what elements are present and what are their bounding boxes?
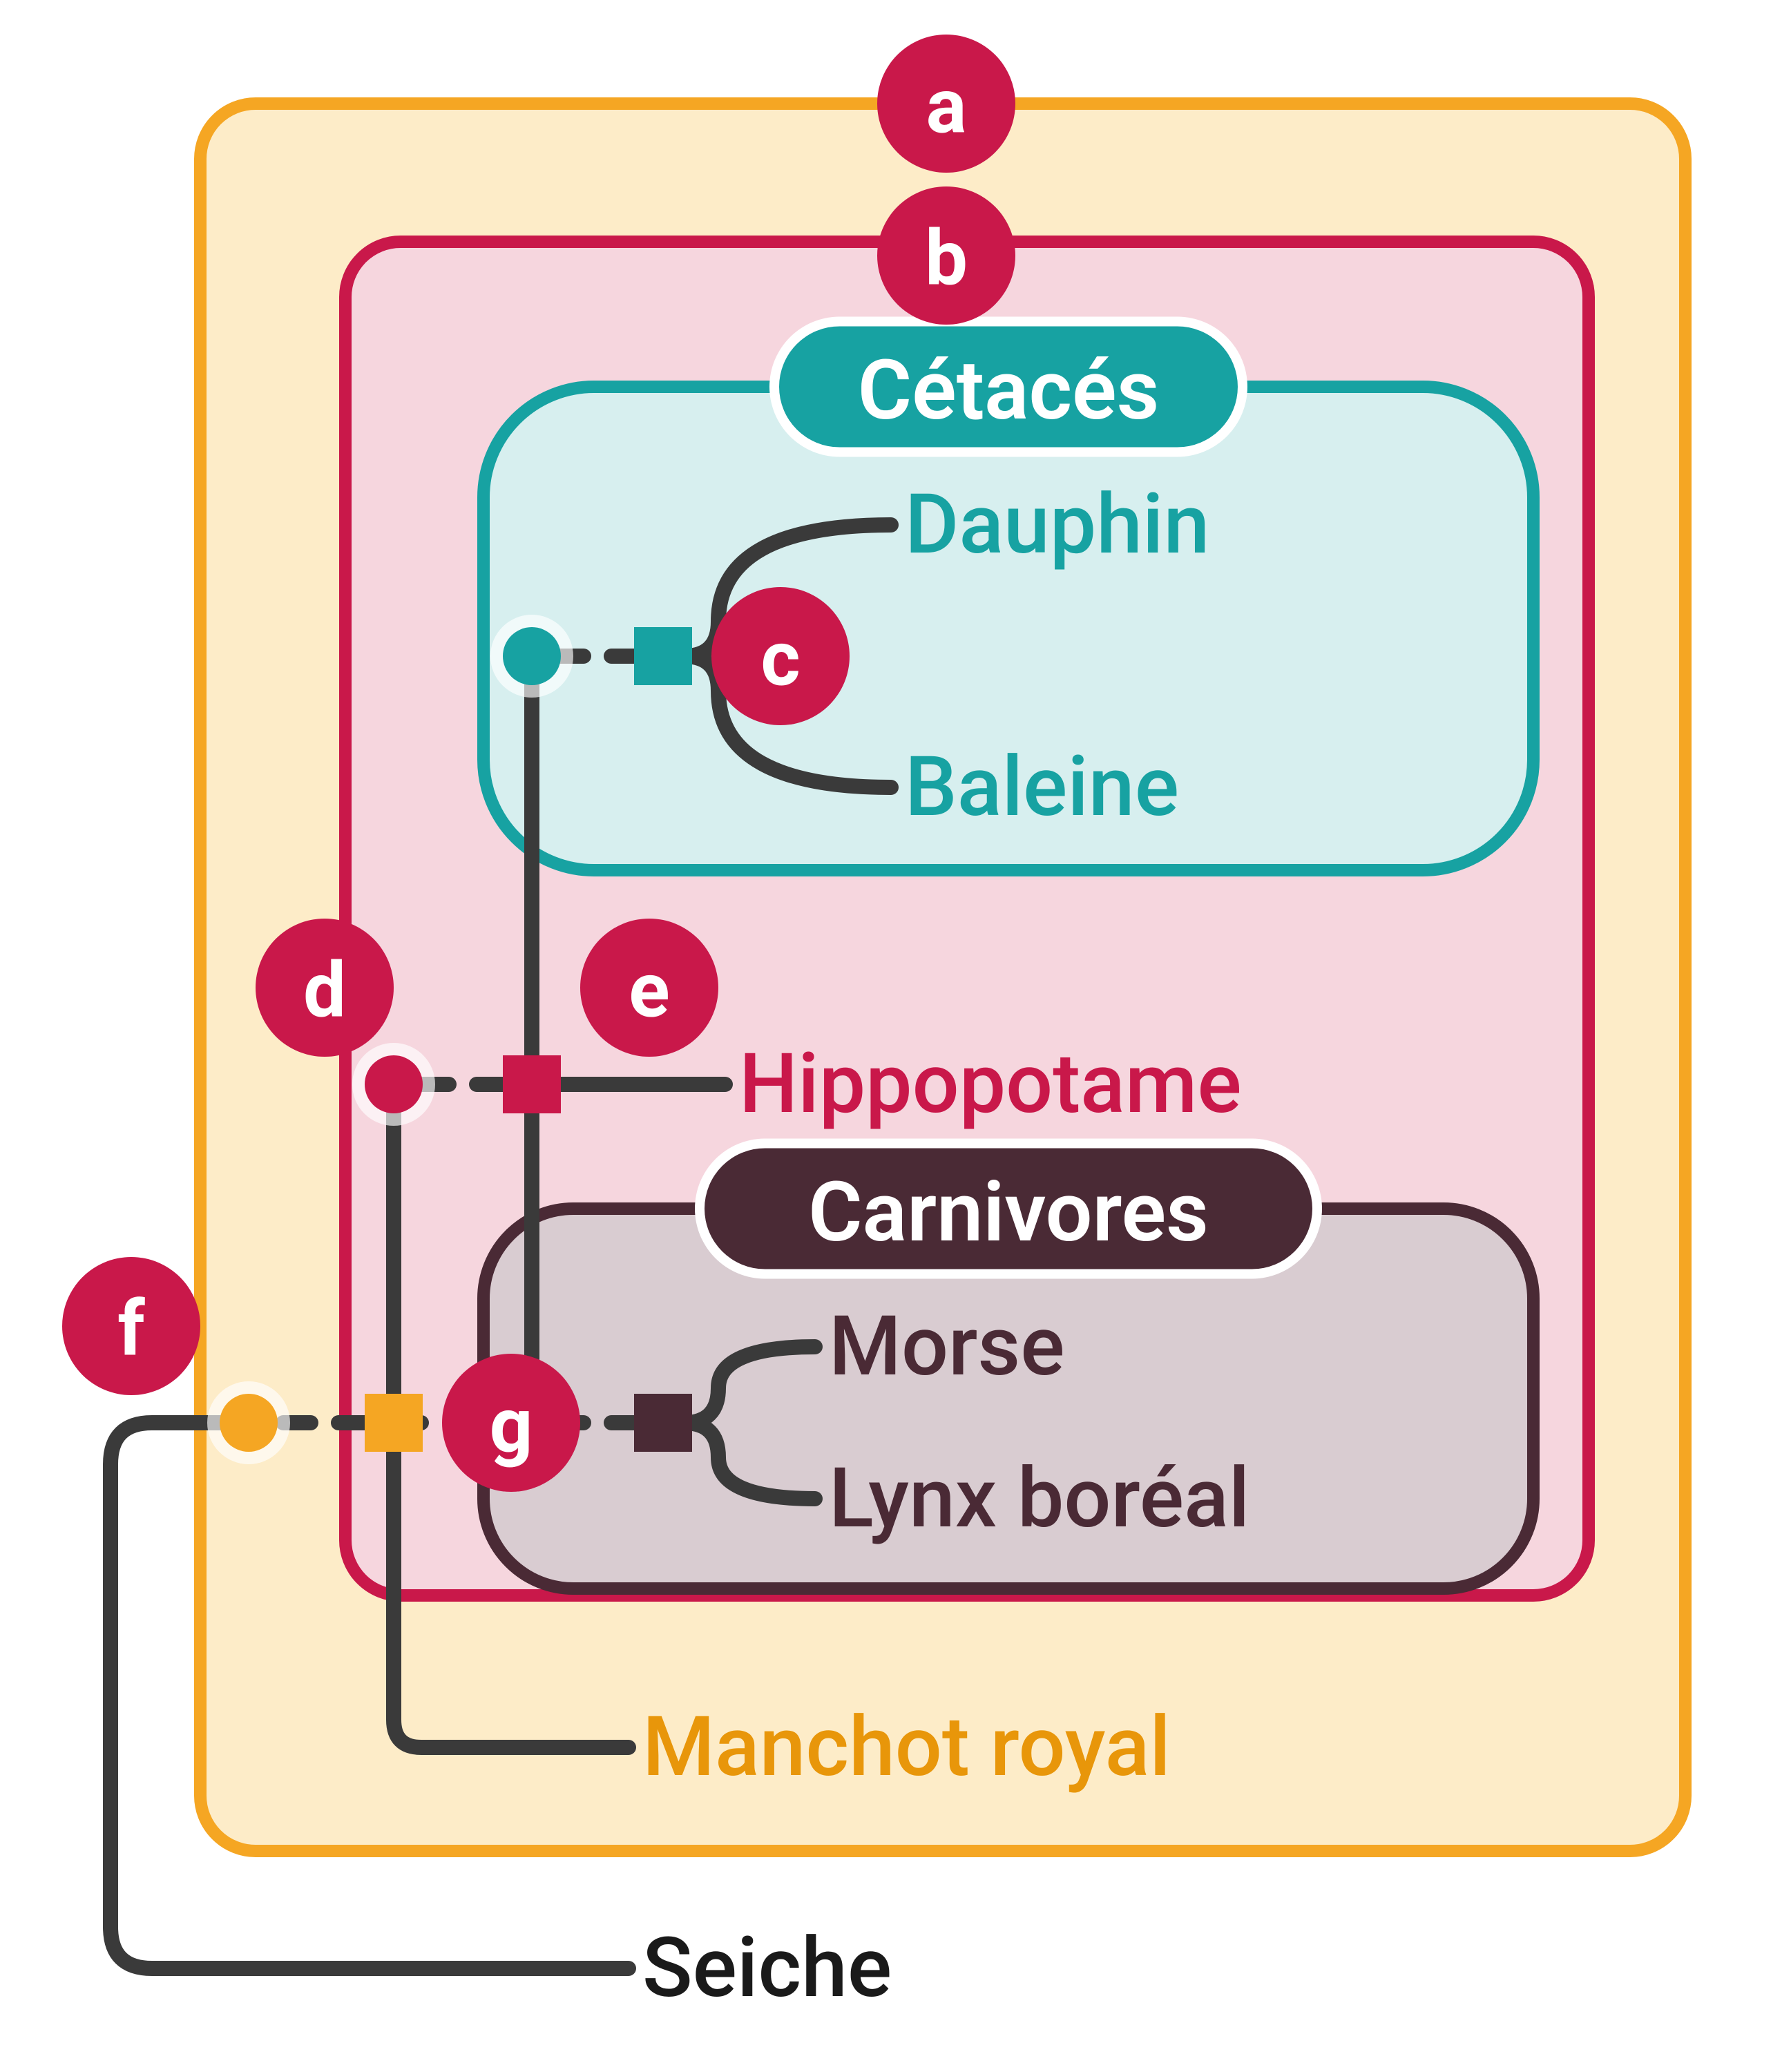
badge-f-label: f (117, 1285, 145, 1374)
node-square-b_square (503, 1055, 561, 1113)
node-circle-cetaces_circle (503, 627, 561, 685)
badge-g-label: g (490, 1381, 533, 1470)
badge-a-label: a (926, 62, 967, 151)
species-hippopotame: Hippopotame (739, 1036, 1242, 1133)
species-lynx: Lynx boréal (829, 1450, 1249, 1547)
node-circle-b_circle (365, 1055, 423, 1113)
species-baleine: Baleine (905, 739, 1179, 836)
node-circle-a_circle (220, 1394, 278, 1452)
node-square-a_square (365, 1394, 423, 1452)
group-cetaces-title: Cétacés (858, 343, 1160, 439)
species-seiche: Seiche (642, 1920, 892, 2017)
badge-e-label: e (629, 946, 669, 1035)
badge-c-label: c (760, 615, 800, 704)
diagram-root: Cétacés Carnivores Dauphin Baleine Hippopota… (0, 0, 1791, 2072)
node-square-cetaces_square (634, 627, 692, 685)
node-square-carnivores_square (634, 1394, 692, 1452)
species-manchot: Manchot royal (642, 1699, 1171, 1796)
badge-b-label: b (925, 214, 968, 303)
badge-d-label: d (303, 946, 346, 1035)
species-dauphin: Dauphin (905, 477, 1209, 573)
group-carnivores-title: Carnivores (808, 1164, 1209, 1261)
species-morse: Morse (829, 1298, 1064, 1395)
